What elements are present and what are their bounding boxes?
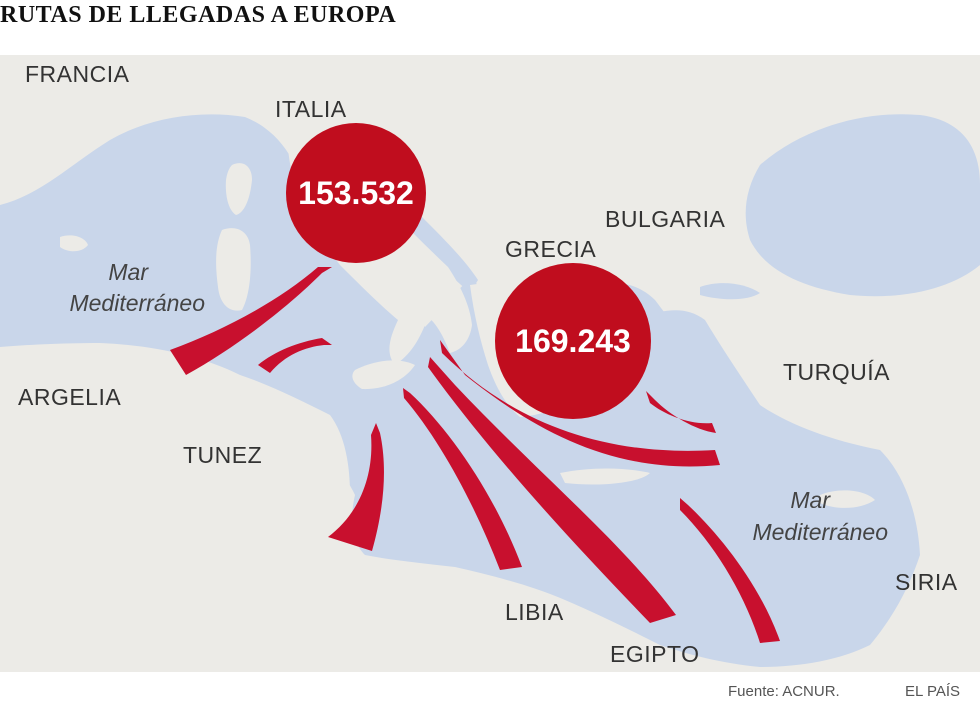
arrow-turquia-grecia	[646, 391, 716, 433]
arrow-libia-sicilia-central	[403, 388, 522, 570]
label-egipto: EGIPTO	[610, 641, 700, 667]
arrow-egipto-italia	[428, 357, 676, 623]
label-sea-east-2: Mediterráneo	[752, 519, 888, 545]
map-title: RUTAS DE LLEGADAS A EUROPA	[0, 2, 397, 28]
marmara-sea	[700, 283, 760, 300]
corsica	[225, 163, 252, 215]
arrow-turquia-italia	[440, 340, 720, 467]
balearic-islands	[60, 235, 88, 252]
migration-arrows	[170, 267, 780, 643]
label-argelia: ARGELIA	[18, 384, 121, 410]
label-bulgaria: BULGARIA	[605, 206, 725, 232]
brand-credit: EL PAÍS	[905, 683, 961, 700]
bubble-italia	[286, 123, 426, 263]
arrivals-grecia: 169.243	[515, 323, 631, 359]
label-siria: SIRIA	[895, 569, 958, 595]
sardinia	[216, 228, 251, 311]
cyprus	[820, 490, 875, 508]
black-sea	[745, 114, 980, 297]
sicily	[352, 360, 415, 390]
label-sea-west-1: Mar	[108, 259, 149, 285]
label-libia: LIBIA	[505, 599, 564, 625]
arrow-tunez-sicilia	[258, 338, 332, 373]
label-tunez: TUNEZ	[183, 442, 262, 468]
arrow-argelia-italia	[170, 267, 332, 375]
source-credit: Fuente: ACNUR.	[728, 683, 840, 700]
tunisia-coast	[240, 375, 350, 497]
arrow-east-grecia	[680, 498, 780, 643]
bubble-grecia	[495, 263, 651, 419]
label-turquia: TURQUÍA	[783, 359, 890, 385]
route-map: 153.532 169.243 FRANCIA ITALIA BULGARIA …	[0, 55, 980, 672]
label-grecia: GRECIA	[505, 236, 596, 262]
label-sea-west-2: Mediterráneo	[69, 290, 205, 316]
arrivals-italia: 153.532	[298, 175, 414, 211]
arrow-libia-sicilia-west	[328, 423, 384, 551]
label-italia: ITALIA	[275, 96, 347, 122]
crete	[560, 468, 650, 485]
label-sea-east-1: Mar	[790, 487, 831, 513]
label-francia: FRANCIA	[25, 61, 130, 87]
